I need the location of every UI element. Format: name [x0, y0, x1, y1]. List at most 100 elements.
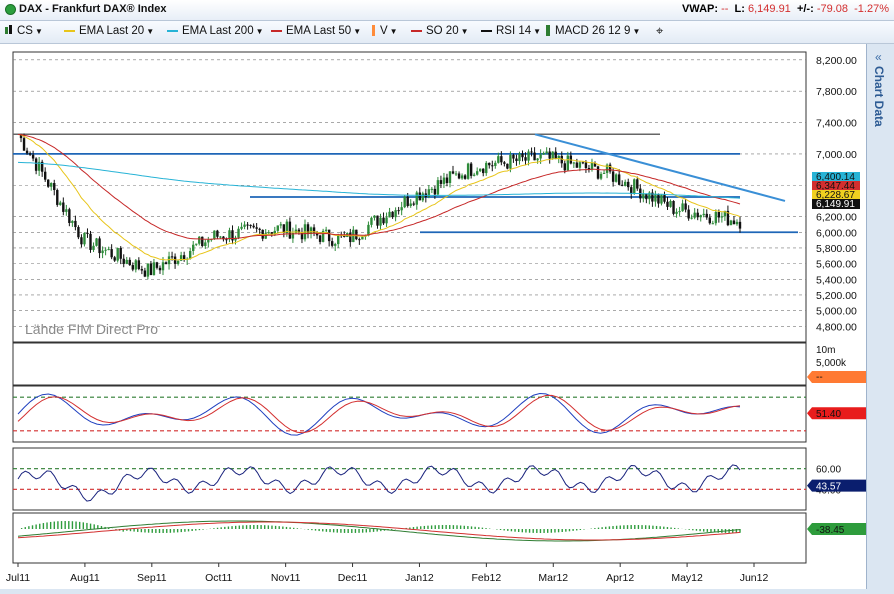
dropdown-arrow-icon: ▼ [533, 27, 542, 36]
candle-body [297, 229, 301, 233]
candle-body [512, 154, 515, 159]
candle-body [53, 183, 56, 191]
toolbar-item-so[interactable]: SO 20 ▼ [411, 25, 469, 37]
chart-data-sidebar[interactable]: « Chart Data [866, 44, 894, 589]
low-label: L: [734, 3, 745, 15]
macd-panel [12, 512, 807, 564]
macd-value-label: -38.45 [816, 525, 845, 536]
candle-body [445, 177, 449, 184]
chart-area[interactable]: 8,200.007,800.007,400.007,000.006,600.00… [0, 44, 866, 589]
candle-body [563, 163, 566, 171]
candle-body [19, 134, 23, 139]
candle-body [557, 155, 560, 159]
x-tick-label: Sep11 [137, 572, 167, 584]
candle-body [663, 194, 666, 202]
toolbar-item-ema20[interactable]: EMA Last 20 ▼ [64, 25, 154, 37]
candle-body [237, 228, 240, 238]
candle-body [343, 235, 346, 237]
toolbar-item-ema200[interactable]: EMA Last 200 ▼ [167, 25, 264, 37]
price-tick-label: 5,800.00 [816, 243, 857, 255]
candle-body [479, 168, 482, 172]
candle-body [602, 172, 606, 174]
candle-body [494, 162, 497, 166]
toolbar-item-macd[interactable]: MACD 26 12 9 ▼ [546, 25, 640, 37]
toolbar-label-macd: MACD 26 12 9 [555, 25, 631, 37]
volume-icon [372, 25, 375, 37]
candle-body [497, 156, 500, 163]
candle-body [279, 224, 283, 226]
candle-body [113, 257, 116, 261]
candle-body [324, 229, 328, 231]
candle-body [318, 235, 322, 242]
candle-body [451, 171, 455, 174]
price-tick-label: 5,000.00 [816, 306, 857, 318]
candle-body [412, 203, 415, 205]
candle-body [370, 217, 373, 225]
indicator-toolbar: CS ▼ EMA Last 20 ▼ EMA Last 200 ▼ EMA Last … [0, 21, 894, 44]
toolbar-item-ema50[interactable]: EMA Last 50 ▼ [271, 25, 361, 37]
candle-body [213, 230, 216, 240]
candle-body [599, 173, 603, 179]
x-tick-label: Apr12 [606, 572, 634, 584]
candle-body [672, 200, 675, 214]
toolbar-item-rsi[interactable]: RSI 14 ▼ [481, 25, 541, 37]
candle-body [137, 260, 141, 270]
candle-body [68, 209, 71, 223]
candle-body [732, 220, 736, 225]
ema50-line [17, 134, 741, 240]
candle-body [74, 220, 77, 228]
candle-body [291, 232, 295, 239]
candle-body [466, 163, 470, 179]
candle-body [654, 194, 657, 202]
candle-body [188, 250, 192, 259]
candle-body [231, 230, 234, 241]
candle-body [349, 233, 352, 243]
toolbar-item-volume[interactable]: V ▼ [372, 25, 398, 37]
candle-body [421, 193, 425, 201]
candle-body [83, 232, 86, 245]
ema20-line [17, 134, 741, 261]
dropdown-arrow-icon: ▼ [389, 27, 398, 36]
candle-body [560, 155, 563, 164]
candle-body [693, 212, 696, 218]
candle-body [436, 180, 440, 195]
candle-body [488, 162, 491, 166]
chevron-left-icon[interactable]: « [875, 50, 882, 64]
candle-body [373, 215, 376, 218]
candle-body [34, 158, 38, 171]
candle-body [101, 250, 104, 254]
candle-body [77, 227, 80, 238]
candle-body [382, 217, 385, 224]
candle-body [170, 256, 174, 258]
candle-body [379, 217, 382, 226]
candle-body [116, 248, 119, 261]
candle-body [167, 256, 171, 265]
plus-crosshair-icon[interactable]: ⌖ [656, 23, 664, 38]
rsi-line [17, 464, 741, 502]
candle-body [321, 230, 325, 242]
candle-body [515, 158, 518, 162]
toolbar-item-cs[interactable]: CS ▼ [4, 25, 43, 37]
line-swatch-icon [64, 29, 75, 32]
x-tick-label: May12 [671, 572, 703, 584]
candle-body [276, 225, 279, 231]
price-value-label: 6,400.14 [816, 172, 855, 183]
toolbar-label-so: SO 20 [426, 25, 459, 37]
candle-body [110, 249, 113, 258]
candle-body [122, 258, 125, 264]
candle-body [500, 156, 503, 163]
candle-body [678, 211, 681, 213]
candle-body [43, 171, 47, 180]
rsi-value-tag [807, 479, 866, 492]
candle-body [439, 180, 443, 184]
candle-body [198, 236, 201, 244]
candle-body [472, 174, 476, 176]
candle-body [627, 181, 630, 188]
candle-body [614, 174, 618, 182]
candle-body [355, 229, 358, 240]
candle-body [454, 173, 458, 175]
chart-canvas[interactable]: 8,200.007,800.007,400.007,000.006,600.00… [0, 44, 866, 589]
dropdown-arrow-icon: ▼ [255, 27, 264, 36]
change-value: -79.08 [816, 3, 849, 15]
candle-body [182, 255, 186, 260]
